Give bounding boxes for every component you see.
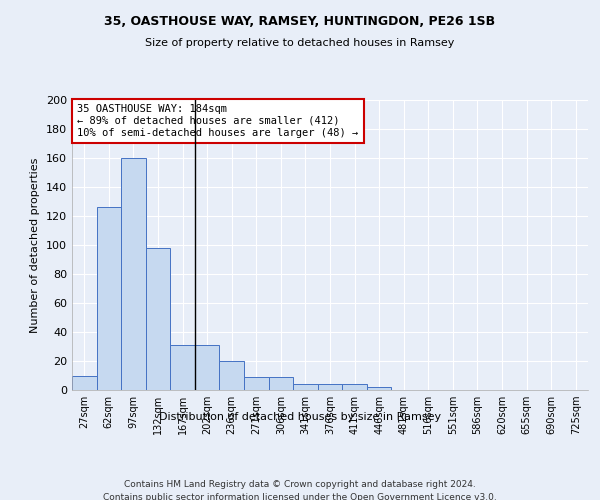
Y-axis label: Number of detached properties: Number of detached properties bbox=[31, 158, 40, 332]
Bar bbox=[220, 361, 244, 390]
Bar bbox=[269, 377, 293, 390]
Bar bbox=[72, 376, 97, 390]
Text: Size of property relative to detached houses in Ramsey: Size of property relative to detached ho… bbox=[145, 38, 455, 48]
Text: 35 OASTHOUSE WAY: 184sqm
← 89% of detached houses are smaller (412)
10% of semi-: 35 OASTHOUSE WAY: 184sqm ← 89% of detach… bbox=[77, 104, 358, 138]
Bar bbox=[146, 248, 170, 390]
Bar bbox=[121, 158, 146, 390]
Bar bbox=[318, 384, 342, 390]
Bar bbox=[170, 345, 195, 390]
Bar bbox=[293, 384, 318, 390]
Bar bbox=[342, 384, 367, 390]
Text: 35, OASTHOUSE WAY, RAMSEY, HUNTINGDON, PE26 1SB: 35, OASTHOUSE WAY, RAMSEY, HUNTINGDON, P… bbox=[104, 15, 496, 28]
Bar bbox=[244, 377, 269, 390]
Text: Contains public sector information licensed under the Open Government Licence v3: Contains public sector information licen… bbox=[103, 492, 497, 500]
Bar bbox=[367, 387, 391, 390]
Bar bbox=[97, 208, 121, 390]
Bar bbox=[195, 345, 220, 390]
Text: Contains HM Land Registry data © Crown copyright and database right 2024.: Contains HM Land Registry data © Crown c… bbox=[124, 480, 476, 489]
Text: Distribution of detached houses by size in Ramsey: Distribution of detached houses by size … bbox=[159, 412, 441, 422]
